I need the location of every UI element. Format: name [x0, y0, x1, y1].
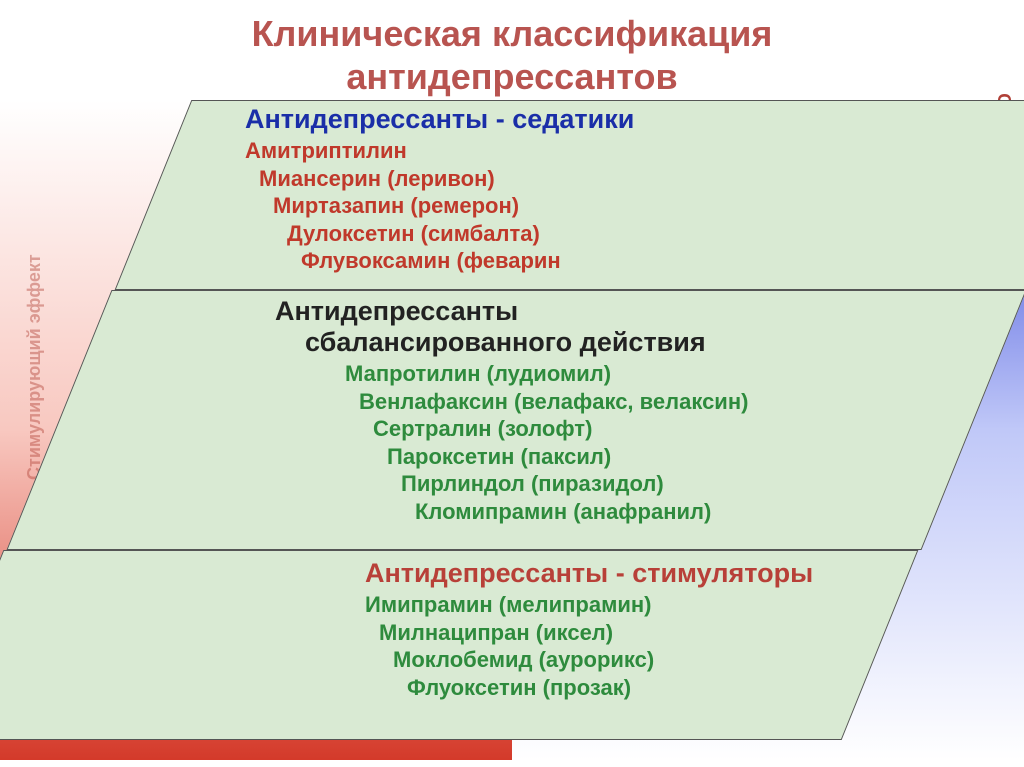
heading-balanced-l2: сбалансированного действия — [275, 327, 706, 357]
list-item: Сертралин (золофт) — [345, 415, 1024, 443]
title-line-2: антидепрессантов — [346, 56, 677, 97]
drug-list-stimulants: Имипрамин (мелипрамин)Милнаципран (иксел… — [365, 591, 1024, 701]
list-item: Миртазапин (ремерон) — [245, 192, 1024, 220]
diagram-area: Стимулирующий эффект Седативный эффект А… — [0, 100, 1024, 760]
list-item: Пароксетин (паксил) — [345, 443, 1024, 471]
list-item: Флувоксамин (феварин — [245, 247, 1024, 275]
list-item: Мапротилин (лудиомил) — [345, 360, 1024, 388]
heading-balanced: Антидепрессанты сбалансированного действ… — [275, 296, 1024, 358]
slide-title: Клиническая классификация антидепрессант… — [0, 0, 1024, 98]
heading-stimulants: Антидепрессанты - стимуляторы — [365, 558, 1024, 589]
heading-balanced-l1: Антидепрессанты — [275, 296, 518, 326]
list-item: Дулоксетин (симбалта) — [245, 220, 1024, 248]
list-item: Кломипрамин (анафранил) — [345, 498, 1024, 526]
title-line-1: Клиническая классификация — [252, 13, 773, 54]
list-item: Флуоксетин (прозак) — [365, 674, 1024, 702]
section-sedatives: Антидепрессанты - седатики АмитриптилинМ… — [245, 104, 1024, 275]
list-item: Милнаципран (иксел) — [365, 619, 1024, 647]
drug-list-balanced: Мапротилин (лудиомил)Венлафаксин (велафа… — [275, 360, 1024, 525]
heading-sedatives: Антидепрессанты - седатики — [245, 104, 1024, 135]
list-item: Миансерин (леривон) — [245, 165, 1024, 193]
list-item: Пирлиндол (пиразидол) — [345, 470, 1024, 498]
section-balanced: Антидепрессанты сбалансированного действ… — [275, 296, 1024, 525]
list-item: Имипрамин (мелипрамин) — [365, 591, 1024, 619]
list-item: Моклобемид (аурорикс) — [365, 646, 1024, 674]
list-item: Амитриптилин — [245, 137, 1024, 165]
parallelogram-stack: Антидепрессанты - седатики АмитриптилинМ… — [55, 100, 970, 740]
drug-list-sedatives: АмитриптилинМиансерин (леривон)Миртазапи… — [245, 137, 1024, 275]
axis-label-stimulating: Стимулирующий эффект — [24, 254, 45, 480]
list-item: Венлафаксин (велафакс, велаксин) — [345, 388, 1024, 416]
section-stimulants: Антидепрессанты - стимуляторы Имипрамин … — [365, 558, 1024, 701]
